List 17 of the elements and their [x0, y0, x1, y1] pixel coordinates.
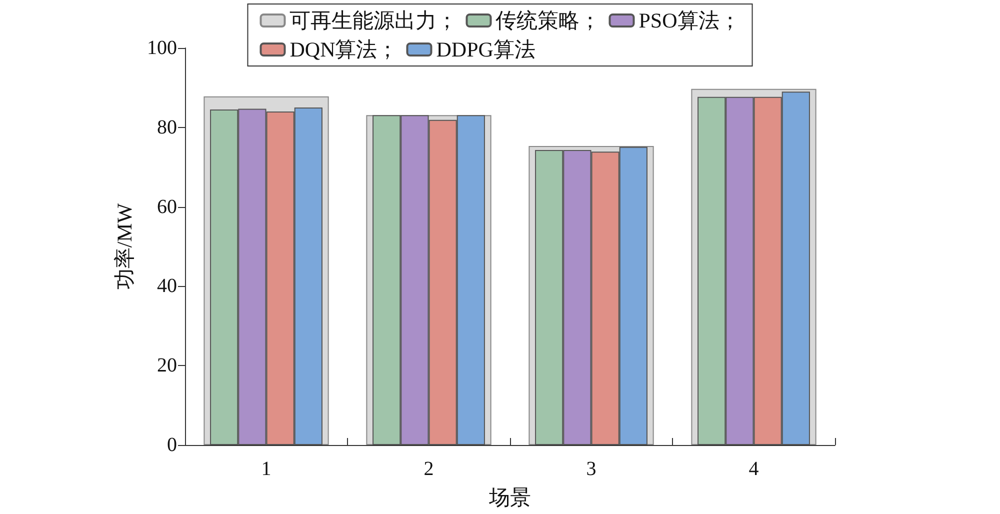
x-tick-label: 2	[424, 458, 434, 480]
x-tick-label: 1	[261, 458, 272, 480]
y-tick-label: 20	[157, 354, 177, 377]
y-tick-label: 60	[157, 196, 177, 218]
y-tick-label: 100	[147, 37, 177, 59]
legend-label: DDPG算法	[436, 38, 536, 62]
legend-label: 传统策略；	[496, 8, 601, 32]
x-tick-label: 3	[586, 458, 596, 480]
legend-label: 可再生能源出力；	[290, 8, 458, 32]
y-tick-label: 40	[157, 275, 177, 298]
x-axis-title: 场景	[488, 486, 531, 510]
legend-label: PSO算法；	[638, 8, 740, 32]
y-axis-title: 功率/MW	[112, 203, 136, 290]
y-tick-label: 80	[157, 116, 177, 138]
y-tick-label: 0	[167, 434, 177, 456]
legend-label: DQN算法；	[290, 38, 398, 62]
x-tick-label: 4	[748, 458, 759, 480]
